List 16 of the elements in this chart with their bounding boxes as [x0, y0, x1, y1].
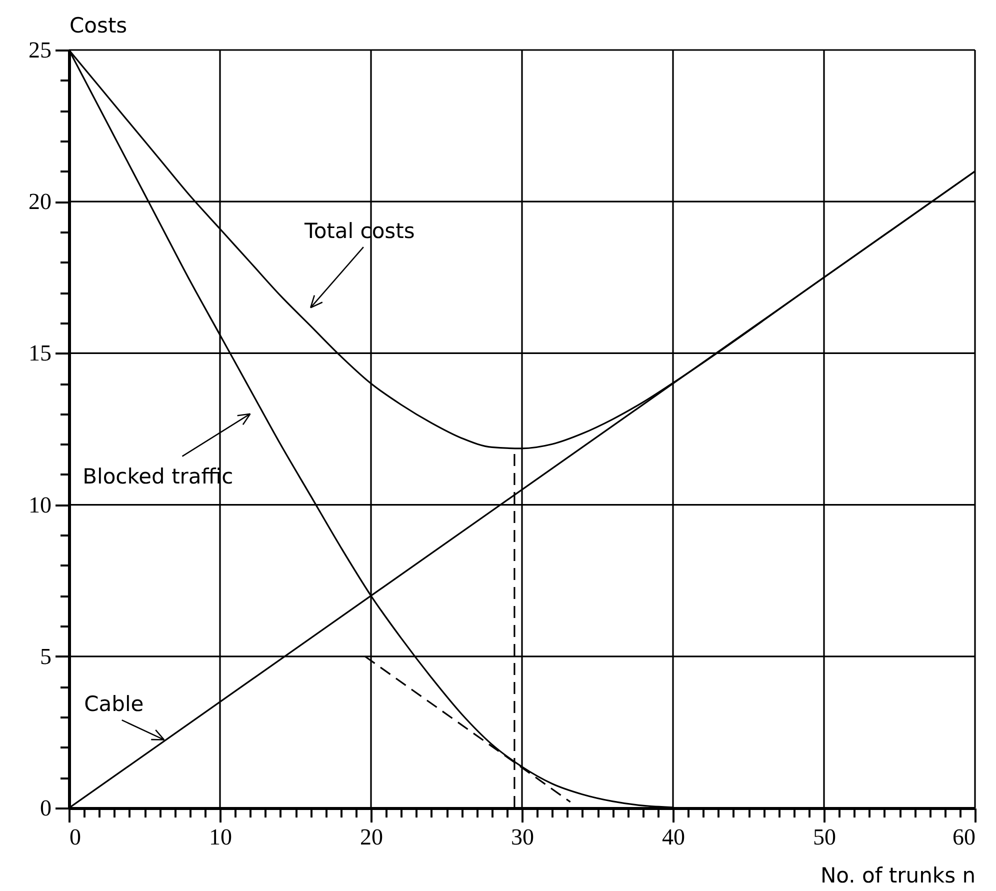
- x-tick-label: 30: [511, 824, 534, 850]
- y-tick-label: 15: [28, 340, 52, 366]
- y-tick-label: 25: [28, 38, 52, 62]
- y-axis-title: Costs: [70, 14, 128, 38]
- y-tick-label: 10: [28, 492, 52, 518]
- y-tick-label: 5: [40, 644, 52, 669]
- x-tick-label: 0: [70, 824, 81, 850]
- x-tick-label: 50: [813, 824, 836, 850]
- x-tick-label: 60: [952, 824, 976, 850]
- x-tick-label: 10: [209, 824, 232, 850]
- x-tick-label: 20: [360, 824, 383, 850]
- series-label: Cable: [84, 692, 144, 716]
- y-tick-label: 20: [28, 189, 52, 214]
- y-tick-label: 0: [40, 796, 52, 820]
- x-tick-label: 40: [662, 824, 685, 850]
- x-axis-title: No. of trunks n: [820, 864, 976, 888]
